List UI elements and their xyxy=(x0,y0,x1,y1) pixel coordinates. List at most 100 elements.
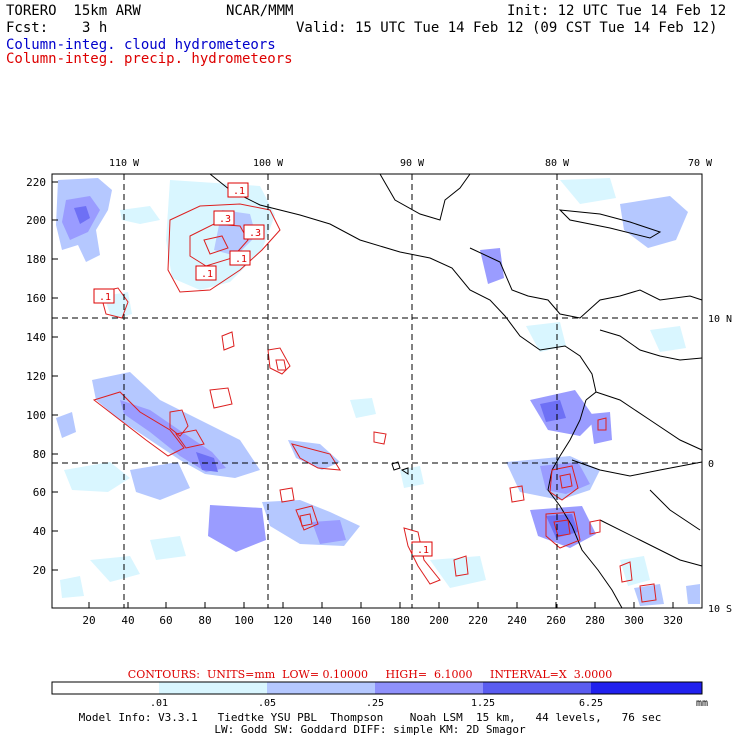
init-time: Init: 12 UTC Tue 14 Feb 12 xyxy=(507,3,727,19)
lon-label-110w: 110 W xyxy=(109,158,140,169)
colorbar-units: mm xyxy=(696,698,708,709)
contour-label-text: .1 xyxy=(417,545,429,556)
colorbar-tick: .25 xyxy=(366,698,384,709)
grid-x-label: 60 xyxy=(159,614,172,627)
grid-y-label: 20 xyxy=(33,564,46,577)
colorbar-border xyxy=(51,681,703,695)
precip-contour xyxy=(175,429,205,449)
precip-contour xyxy=(279,487,295,503)
grid-y-label: 100 xyxy=(26,409,46,422)
contour-info: CONTOURS: UNITS=mm LOW= 0.10000 HIGH= 6.… xyxy=(127,668,613,681)
contour-label-text: .1 xyxy=(233,186,245,197)
contour-label-text: .1 xyxy=(201,269,213,280)
precip-contour xyxy=(403,527,441,585)
lat-label-10s: 10 S xyxy=(708,604,732,615)
colorbar-tick: 1.25 xyxy=(471,698,495,709)
grid-x-label: 220 xyxy=(468,614,488,627)
grid-x-label: 280 xyxy=(585,614,605,627)
contour-label: .1 xyxy=(229,250,251,266)
grid-x-label: 20 xyxy=(82,614,95,627)
contour-label: .1 xyxy=(93,288,115,304)
cloud-area xyxy=(60,576,84,598)
center-name: NCAR/MMM xyxy=(226,3,294,19)
contour-label: .1 xyxy=(411,541,433,557)
contour-label-text: .3 xyxy=(249,228,261,239)
grid-y-label: 120 xyxy=(26,370,46,383)
precip-contour xyxy=(509,485,525,503)
map-frame-group xyxy=(52,174,702,608)
colorbar-segment xyxy=(159,682,267,694)
precip-contour xyxy=(639,583,657,603)
border-interior-2 xyxy=(595,391,703,451)
lon-label-80w: 80 W xyxy=(545,158,570,169)
precip-contour xyxy=(549,465,579,501)
grid-y-label: 220 xyxy=(26,176,46,189)
contour-label: .3 xyxy=(213,210,235,226)
island-cuba xyxy=(558,209,662,239)
cloud-area xyxy=(196,452,218,472)
grid-x-label: 120 xyxy=(273,614,293,627)
cloud-area xyxy=(74,206,90,224)
cloud-area xyxy=(208,505,266,552)
cloud-area xyxy=(350,398,376,418)
forecast-hour: 3 h xyxy=(82,20,108,36)
cloud-shading xyxy=(56,178,700,606)
border-interior-1 xyxy=(599,329,703,361)
precip-contour xyxy=(589,519,601,535)
precip-contour xyxy=(203,235,229,255)
precip-contour xyxy=(221,331,235,351)
precip-contour xyxy=(559,473,573,489)
colorbar-segment xyxy=(267,682,375,694)
precip-contour xyxy=(169,409,189,437)
cloud-area xyxy=(56,412,76,438)
precip-contour xyxy=(167,203,281,293)
precip-field-title: Column-integ. precip. hydrometeors xyxy=(6,51,293,67)
coastline-mexico xyxy=(209,173,597,401)
grid-x-label: 200 xyxy=(429,614,449,627)
cloud-area xyxy=(90,556,140,582)
cloud-area xyxy=(150,536,186,560)
cloud-area xyxy=(430,556,486,588)
grid-y-label: 160 xyxy=(26,292,46,305)
grid-y-label: 140 xyxy=(26,331,46,344)
left-grid-labels: 220 200 180 160 140 120 100 80 60 40 20 xyxy=(26,176,46,577)
border-interior-5 xyxy=(649,489,701,531)
grid-x-label: 100 xyxy=(234,614,254,627)
grid-x-label: 260 xyxy=(546,614,566,627)
cloud-area xyxy=(480,248,504,284)
lon-label-70w: 70 W xyxy=(688,158,713,169)
grid-x-label: 160 xyxy=(351,614,371,627)
top-lon-labels: 110 W 100 W 90 W 80 W 70 W xyxy=(109,158,713,169)
coastline-yucatan xyxy=(379,173,471,221)
precip-contour xyxy=(209,387,233,409)
precip-contour xyxy=(597,417,607,431)
cloud-area xyxy=(64,462,130,492)
precip-contours xyxy=(92,203,657,603)
precip-contour xyxy=(275,359,287,371)
latlon-grid xyxy=(52,174,702,608)
cloud-area xyxy=(526,322,566,352)
contour-label-text: .1 xyxy=(99,292,111,303)
right-lat-labels: 10 N 0 10 S xyxy=(708,314,732,615)
colorbar-segment xyxy=(52,682,159,694)
map-border xyxy=(51,173,703,609)
bottom-grid-labels: 20 40 60 80 100 120 140 160 180 200 220 … xyxy=(82,614,683,627)
grid-x-label: 240 xyxy=(507,614,527,627)
coastlines xyxy=(209,173,703,609)
precip-contour xyxy=(545,511,581,549)
grid-x-label: 80 xyxy=(198,614,211,627)
grid-y-label: 40 xyxy=(33,525,46,538)
frame-ticks xyxy=(52,181,674,608)
grid-x-label: 40 xyxy=(121,614,134,627)
grid-y-label: 180 xyxy=(26,253,46,266)
valid-time: Valid: 15 UTC Tue 14 Feb 12 (09 CST Tue … xyxy=(296,20,718,36)
grid-x-label: 300 xyxy=(624,614,644,627)
colorbar-segment xyxy=(375,682,483,694)
precip-contour xyxy=(299,513,313,527)
contour-label-text: .1 xyxy=(235,254,247,265)
border-interior-3 xyxy=(571,459,703,477)
grid-y-label: 60 xyxy=(33,486,46,499)
cloud-area xyxy=(540,400,566,422)
cloud-area xyxy=(560,178,616,204)
